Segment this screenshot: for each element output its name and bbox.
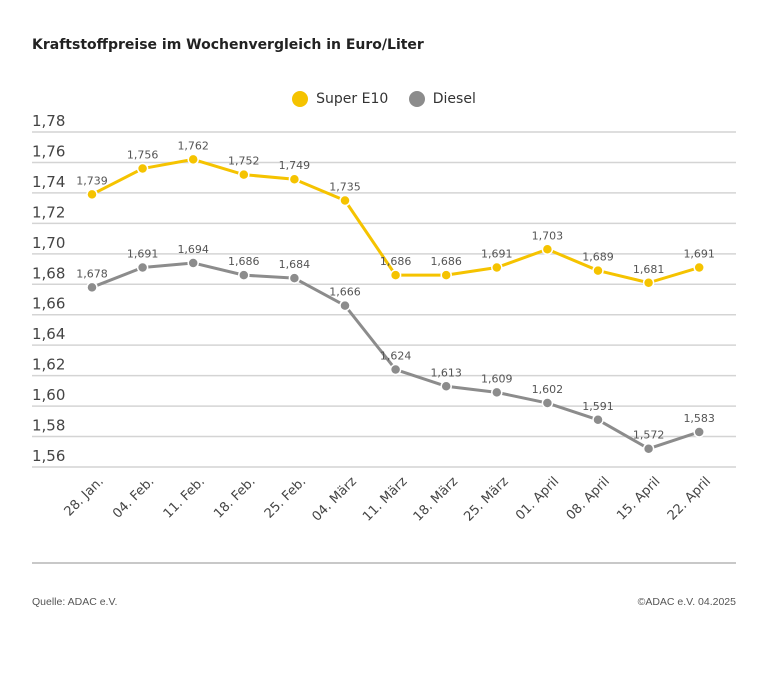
data-label: 1,686: [380, 255, 412, 268]
y-tick-label: 1,70: [32, 234, 65, 252]
data-point: [389, 363, 402, 376]
x-tick-label: 08. April: [564, 474, 613, 523]
data-label: 1,691: [481, 248, 513, 261]
x-tick-label: 04. Feb.: [110, 474, 157, 521]
data-label: 1,572: [633, 429, 665, 442]
x-tick-label: 01. April: [513, 474, 562, 523]
data-point: [288, 173, 301, 185]
data-point: [491, 386, 503, 399]
data-label: 1,691: [127, 248, 159, 261]
data-label: 1,689: [582, 251, 614, 264]
data-point: [491, 261, 503, 274]
data-point: [693, 261, 705, 274]
x-tick-label: 04. März: [310, 474, 360, 524]
data-point: [693, 426, 705, 438]
x-tick-label: 25. März: [461, 474, 511, 524]
data-point: [136, 162, 149, 175]
data-label: 1,749: [279, 159, 311, 172]
data-label: 1,613: [430, 366, 462, 379]
data-point: [339, 194, 351, 207]
data-label: 1,735: [329, 181, 361, 194]
chart-title: Kraftstoffpreise im Wochenvergleich in E…: [32, 37, 424, 53]
data-label: 1,678: [76, 267, 108, 280]
legend-item-super-e10: Super E10: [292, 91, 388, 107]
legend-label: Super E10: [316, 91, 389, 107]
copyright-note: ©ADAC e.V. 04.2025: [637, 596, 736, 608]
data-label: 1,694: [177, 243, 209, 256]
legend-dot: [408, 91, 425, 107]
legend-dot: [292, 91, 309, 107]
data-point: [187, 153, 199, 166]
data-label: 1,703: [532, 229, 564, 242]
data-point: [339, 299, 351, 312]
data-label: 1,666: [329, 286, 361, 299]
y-tick-label: 1,68: [32, 264, 65, 282]
x-tick-label: 18. März: [411, 474, 461, 524]
y-tick-label: 1,78: [32, 112, 65, 130]
x-tick-label: 18. Feb.: [211, 474, 258, 521]
data-label: 1,624: [380, 350, 412, 363]
x-tick-label: 28. Jan.: [62, 474, 107, 519]
data-label: 1,756: [127, 149, 159, 162]
data-point: [288, 272, 301, 284]
y-tick-label: 1,74: [32, 173, 65, 191]
data-point: [238, 168, 250, 181]
data-label: 1,752: [228, 155, 260, 168]
data-label: 1,691: [683, 248, 715, 261]
data-point: [187, 257, 199, 269]
data-label: 1,583: [683, 412, 715, 425]
data-point: [440, 269, 452, 281]
y-tick-label: 1,76: [32, 142, 65, 160]
data-label: 1,609: [481, 372, 513, 385]
y-tick-label: 1,64: [32, 325, 65, 343]
data-label: 1,686: [430, 255, 462, 268]
data-point: [592, 264, 604, 277]
x-tick-label: 22. April: [665, 474, 714, 523]
data-label: 1,686: [228, 255, 260, 268]
data-label: 1,681: [633, 263, 665, 276]
data-point: [86, 281, 98, 294]
data-point: [642, 442, 655, 455]
data-label: 1,762: [177, 139, 209, 152]
data-label: 1,591: [582, 400, 614, 413]
data-point: [136, 261, 149, 274]
y-tick-label: 1,66: [32, 295, 65, 313]
data-point: [86, 188, 98, 201]
data-point: [592, 414, 604, 426]
data-label: 1,684: [279, 258, 311, 271]
y-tick-label: 1,56: [32, 447, 65, 465]
legend-item-diesel: Diesel: [408, 91, 476, 107]
legend-label: Diesel: [432, 91, 476, 107]
data-point: [389, 269, 402, 281]
data-point: [541, 397, 554, 409]
legend: Super E10 Diesel: [0, 91, 768, 111]
data-label: 1,739: [76, 174, 108, 187]
x-tick-label: 25. Feb.: [262, 474, 309, 521]
y-tick-label: 1,72: [32, 203, 65, 221]
x-tick-label: 15. April: [614, 474, 663, 523]
data-point: [642, 277, 655, 289]
data-point: [440, 380, 452, 393]
data-label: 1,602: [532, 383, 564, 396]
source-note: Quelle: ADAC e.V.: [32, 596, 118, 608]
y-tick-label: 1,62: [32, 356, 65, 374]
data-point: [238, 269, 250, 281]
data-point: [541, 243, 554, 255]
y-tick-label: 1,60: [32, 386, 65, 404]
x-tick-label: 11. März: [360, 474, 410, 524]
x-tick-label: 11. Feb.: [161, 474, 208, 521]
y-tick-label: 1,58: [32, 417, 65, 435]
